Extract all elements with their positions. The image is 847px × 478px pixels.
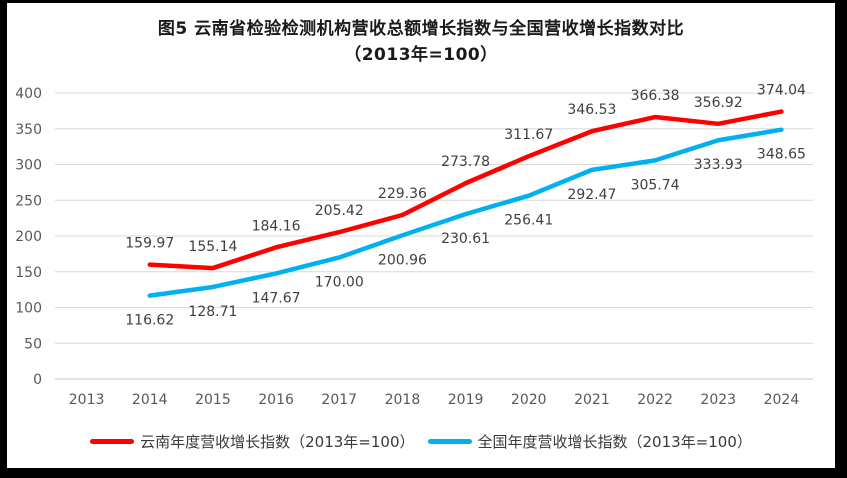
- screenshot-corner-artifact: [0, 6, 6, 23]
- x-tick-label: 2022: [637, 392, 673, 408]
- data-label: 184.16: [252, 218, 301, 234]
- data-label: 366.38: [631, 88, 680, 104]
- data-label: 116.62: [125, 313, 174, 329]
- data-label: 356.92: [694, 95, 743, 111]
- data-label: 292.47: [567, 187, 616, 203]
- chart-svg: 0 50 100 150 200 250 300 350 400 2013 2014 2015 2016…: [15, 83, 813, 408]
- data-label: 311.67: [504, 127, 553, 143]
- x-tick-label: 2024: [764, 392, 800, 408]
- legend-item-yunnan: 云南年度营收增长指数（2013年=100）: [90, 431, 415, 452]
- data-label: 305.74: [631, 177, 680, 193]
- chart-title-line1: 图5 云南省检验检测机构营收总额增长指数与全国营收增长指数对比: [157, 19, 685, 39]
- y-tick-label: 100: [15, 301, 42, 317]
- series-line-1: [147, 127, 784, 298]
- chart-title-line2: （2013年=100）: [344, 45, 498, 66]
- data-label: 155.14: [188, 239, 237, 255]
- x-tick-label: 2021: [574, 392, 610, 408]
- legend-item-national: 全国年度营收增长指数（2013年=100）: [427, 431, 752, 452]
- y-tick-label: 0: [33, 372, 42, 388]
- data-label: 256.41: [504, 213, 553, 229]
- y-tick-label: 200: [15, 229, 42, 245]
- data-label: 159.97: [125, 236, 174, 252]
- y-tick-label: 350: [15, 122, 42, 138]
- chart-panel: 图5 云南省检验检测机构营收总额增长指数与全国营收增长指数对比 （2013年=1…: [7, 3, 835, 468]
- y-tick-label: 300: [15, 158, 42, 174]
- data-label: 273.78: [441, 154, 490, 170]
- x-tick-label: 2013: [69, 392, 105, 408]
- x-tick-label: 2017: [321, 392, 357, 408]
- data-label: 230.61: [441, 231, 490, 247]
- data-label: 147.67: [252, 290, 301, 306]
- legend-label-national: 全国年度营收增长指数（2013年=100）: [477, 433, 752, 451]
- x-tick-label: 2016: [258, 392, 294, 408]
- data-label: 128.71: [188, 304, 237, 320]
- data-label: 200.96: [378, 252, 427, 268]
- x-tick-label: 2014: [132, 392, 168, 408]
- x-tick-label: 2023: [700, 392, 736, 408]
- legend-line-swatch-yunnan: [90, 439, 135, 444]
- y-tick-label: 50: [24, 336, 42, 352]
- legend-label-yunnan: 云南年度营收增长指数（2013年=100）: [140, 433, 415, 451]
- chart-title: 图5 云南省检验检测机构营收总额增长指数与全国营收增长指数对比 （2013年=1…: [7, 16, 835, 69]
- data-label: 346.53: [567, 102, 616, 118]
- y-tick-label: 150: [15, 265, 42, 281]
- series-line-0: [147, 109, 784, 271]
- x-tick-label: 2020: [511, 392, 547, 408]
- y-tick-label: 250: [15, 193, 42, 209]
- data-label: 229.36: [378, 186, 427, 202]
- data-label: 374.04: [757, 83, 806, 99]
- chart-legend: 云南年度营收增长指数（2013年=100） 全国年度营收增长指数（2013年=1…: [7, 431, 835, 452]
- x-tick-label: 2018: [385, 392, 421, 408]
- data-label: 205.42: [315, 203, 364, 219]
- legend-line-swatch-national: [427, 439, 472, 444]
- x-tick-label: 2019: [448, 392, 484, 408]
- data-label: 170.00: [315, 274, 364, 290]
- y-tick-label: 400: [15, 86, 42, 102]
- data-label: 333.93: [694, 157, 743, 173]
- data-label: 348.65: [757, 147, 806, 163]
- x-tick-label: 2015: [195, 392, 231, 408]
